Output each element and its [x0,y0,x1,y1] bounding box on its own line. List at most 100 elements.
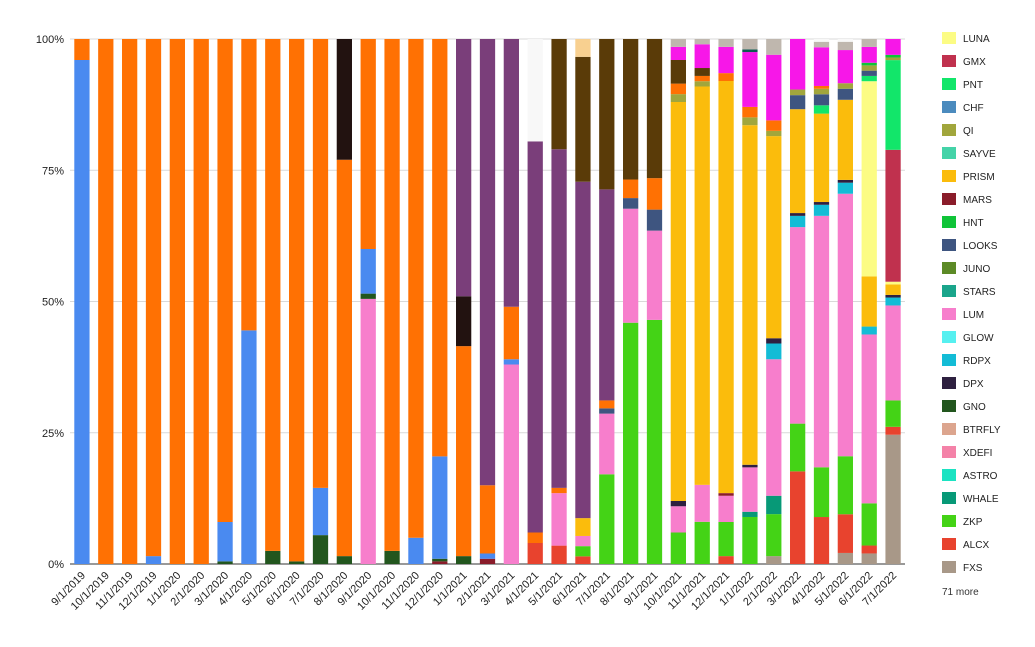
bar-segment-lum [718,495,734,522]
bar-segment [623,39,639,180]
bar-segment [479,39,496,486]
legend-item: ZKP [942,515,983,528]
bar-segment-gmx [885,149,901,282]
bar-segment [122,39,138,564]
bar-segment [479,485,496,554]
legend-label: LUNA [963,34,990,45]
bar-segment-rdpx [885,297,901,306]
bar-segment-mars [718,493,734,496]
bar-segment-zkp [599,474,615,564]
bar-segment-prism [694,86,710,485]
bar-segment [742,49,758,53]
legend-label: GLOW [963,333,994,344]
bar-segment-qi [861,65,877,71]
legend-swatch [942,55,956,67]
legend-label: DPX [963,379,984,390]
bar-stack [360,39,376,564]
bar-segment [289,39,305,562]
bar-stack [766,39,782,564]
bar-stack [599,39,615,564]
bar-segment [456,296,472,347]
bar-segment [670,46,686,60]
bar-stack [169,39,185,564]
bar-segment-dpx [885,294,901,298]
bar-segment-prism [766,136,782,339]
legend-item: XDEFI [942,446,992,459]
bar-segment [527,39,543,142]
legend-swatch [942,285,956,297]
bar-segment [670,39,686,47]
legend-label: FXS [963,563,983,574]
bar-segment-lum [670,506,686,533]
bar-segment [527,141,543,533]
bar-stack [503,39,519,564]
legend-label: SAYVE [963,149,996,160]
legend-label: ALCX [963,540,989,551]
bar-segment [646,39,663,179]
bar-segment [479,553,496,559]
bar-segment [718,46,734,74]
y-axis: 0% 25% 50% 75% 100% [36,34,64,571]
bar-segment-alcx [790,471,806,564]
bar-segment [670,60,686,84]
x-axis: 9/1/201910/1/201911/1/201912/1/20191/1/2… [49,570,899,613]
bar-segment-prism [885,284,901,295]
bar-stack [837,39,853,564]
legend-label: GNO [963,402,986,413]
bar-segment-alcx [527,543,543,564]
bar-segment-looks [599,408,615,414]
bar-segment [145,39,162,557]
legend-item: BTRFLY [942,423,1001,436]
bar-segment-lum [790,227,806,424]
bar-segment-fxs [837,552,853,564]
bar-segment [217,39,233,522]
bar-segment [599,39,615,190]
bar-segment-dpx [742,464,758,468]
legend-item: ALCX [942,538,989,551]
bar-segment-gno [289,561,305,564]
bar-segment-gno [432,558,448,562]
legend-label: QI [963,126,974,137]
bar-segment-lum [742,467,758,512]
bar-segment [742,39,758,50]
legend-item: WHALE [942,492,999,505]
bar-stack [551,39,567,564]
bar-segment-qi [742,117,758,126]
bar-segment [241,330,257,564]
bar-segment-prism [670,102,686,501]
bar-segment [265,39,281,551]
bar-segment-qi [766,130,782,137]
bar-segment-mars [479,558,496,564]
bar-segment-fxs [766,556,782,564]
bar-segment-gno [217,561,233,564]
bar-segment [169,39,185,564]
bar-segment-dpx [813,202,830,205]
bar-segment-fxs [861,553,877,564]
bar-stack [289,39,305,564]
bar-stack [241,39,257,564]
legend-item: RDPX [942,354,991,367]
bar-segment-alcx [861,545,877,554]
bar-segment-qi [670,94,686,102]
legend-swatch [942,308,956,320]
legend-item: SAYVE [942,147,996,160]
legend-label: BTRFLY [963,425,1001,436]
bar-stack [384,39,400,564]
bar-segment-dpx [670,501,686,507]
bar-segment-lum [646,230,663,320]
bar-segment [813,39,830,42]
legend-swatch [942,469,956,481]
legend-swatch [942,515,956,527]
legend-label: STARS [963,287,996,298]
bar-segment [694,68,710,76]
legend-more-link[interactable]: 71 more [942,587,979,598]
legend-swatch [942,239,956,251]
bar-segment-looks [790,95,806,110]
bar-segment-dpx [766,338,782,344]
legend-item: PRISM [942,170,995,183]
legend-swatch [942,400,956,412]
bar-segment [74,39,90,60]
y-tick-label: 75% [42,165,64,177]
bar-stack [336,39,352,564]
